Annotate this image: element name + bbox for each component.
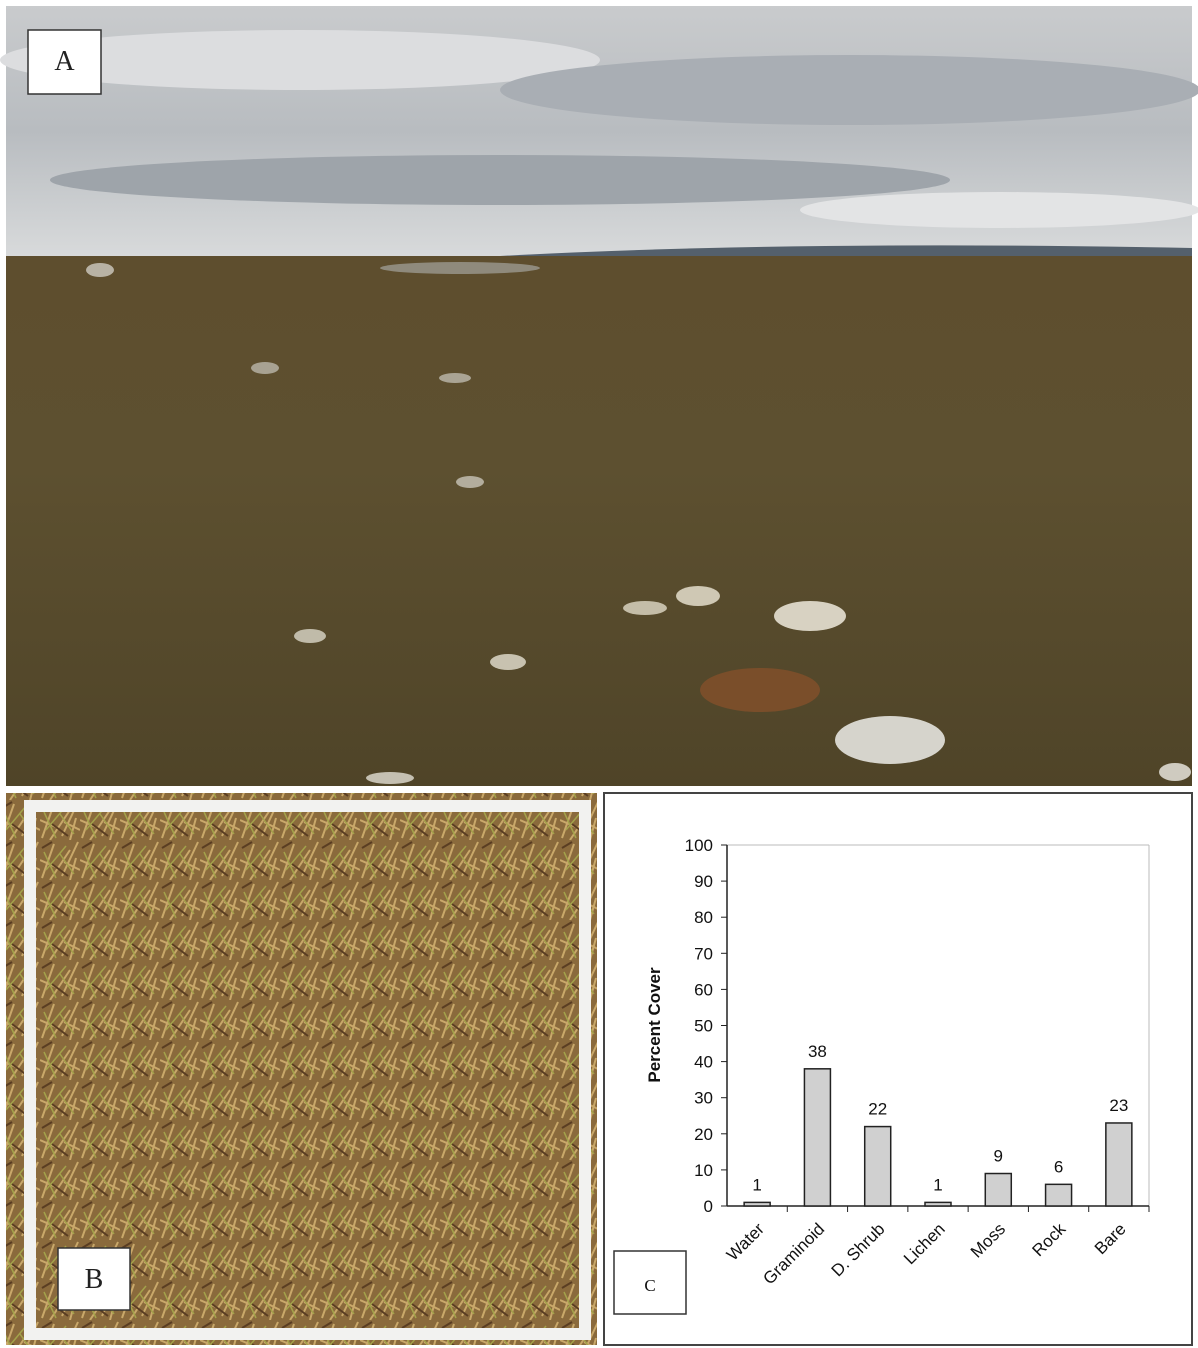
y-tick-label: 10 [694, 1161, 713, 1180]
bar [985, 1174, 1011, 1206]
cloud [800, 192, 1198, 228]
bar [1106, 1123, 1132, 1206]
rock [380, 262, 540, 274]
y-tick-label: 70 [694, 944, 713, 963]
y-tick-label: 20 [694, 1125, 713, 1144]
rock [251, 362, 279, 374]
y-tick-label: 90 [694, 872, 713, 891]
rock [676, 586, 720, 606]
rock [86, 263, 114, 277]
y-tick-label: 0 [704, 1197, 713, 1216]
rock [1159, 763, 1191, 781]
panel-label: B [85, 1264, 104, 1295]
y-tick-label: 40 [694, 1053, 713, 1072]
chart-frame [604, 793, 1192, 1345]
cloud [50, 155, 950, 205]
bar [865, 1127, 891, 1206]
value-label: 1 [933, 1175, 942, 1194]
y-tick-label: 100 [685, 836, 713, 855]
value-label: 9 [994, 1147, 1003, 1166]
rock [774, 601, 846, 631]
rock [623, 601, 667, 615]
panel-label: C [644, 1276, 655, 1295]
bar [1046, 1184, 1072, 1206]
photo-a: A [0, 6, 1198, 786]
ground [6, 256, 1192, 786]
value-label: 1 [752, 1175, 761, 1194]
y-axis-title: Percent Cover [645, 967, 664, 1083]
bar [925, 1202, 951, 1206]
value-label: 6 [1054, 1157, 1063, 1176]
rock [294, 629, 326, 643]
y-tick-label: 50 [694, 1017, 713, 1036]
panel-label: A [54, 46, 75, 77]
bar [804, 1069, 830, 1206]
soil [700, 668, 820, 712]
rock [366, 772, 414, 784]
panel-c: C Percent Cover 0102030405060708090100Wa… [604, 793, 1192, 1345]
figure: A B C Percent Cover 0 10 20 30 40 50 60 70 80 90 1… [0, 0, 1198, 1348]
rock [835, 716, 945, 764]
y-tick-label: 60 [694, 980, 713, 999]
bar [744, 1202, 770, 1206]
y-tick-label: 80 [694, 908, 713, 927]
rock [456, 476, 484, 488]
value-label: 22 [868, 1100, 887, 1119]
rock [490, 654, 526, 670]
cloud [500, 55, 1198, 125]
y-tick-label: 30 [694, 1089, 713, 1108]
rock [439, 373, 471, 383]
value-label: 38 [808, 1042, 827, 1061]
value-label: 23 [1109, 1096, 1128, 1115]
photo-b: B [6, 793, 597, 1345]
